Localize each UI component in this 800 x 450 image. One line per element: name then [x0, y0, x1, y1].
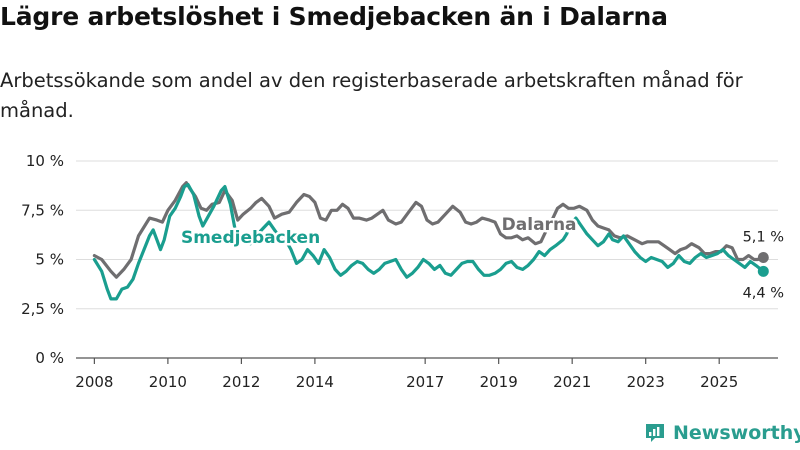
newsworthy-logo-icon: [646, 424, 664, 442]
series-line-smedjebacken: [92, 183, 765, 301]
x-tick-label: 2010: [149, 373, 187, 391]
x-tick-label: 2021: [553, 373, 591, 391]
x-tick-label: 2025: [700, 373, 738, 391]
series-label-smedjebacken: Smedjebacken: [181, 228, 320, 248]
end-value-label-smedjebacken: 4,4 %: [743, 285, 784, 301]
series-end-dot-smedjebacken: [757, 265, 769, 277]
y-tick-label: 0 %: [35, 349, 64, 367]
x-tick-label: 2014: [296, 373, 334, 391]
x-tick-label: 2023: [627, 373, 665, 391]
y-tick-label: 10 %: [26, 152, 64, 170]
end-value-label-dalarna: 5,1 %: [743, 230, 784, 246]
x-tick-label: 2008: [75, 373, 113, 391]
chart-subtitle: Arbetssökande som andel av den registerb…: [0, 69, 743, 122]
series-label-dalarna: Dalarna: [502, 215, 577, 235]
chart-title: Lägre arbetslöshet i Smedjebacken än i D…: [0, 2, 668, 31]
y-tick-label: 2,5 %: [21, 300, 64, 318]
y-tick-label: 7,5 %: [21, 201, 64, 219]
x-tick-label: 2019: [480, 373, 518, 391]
y-tick-label: 5 %: [35, 251, 64, 269]
series-end-dot-dalarna: [757, 252, 769, 264]
x-tick-label: 2017: [406, 373, 444, 391]
x-tick-label: 2012: [222, 373, 260, 391]
brand-name: Newsworthy: [673, 422, 800, 444]
brand-logo[interactable]: Newsworthy: [644, 420, 800, 446]
